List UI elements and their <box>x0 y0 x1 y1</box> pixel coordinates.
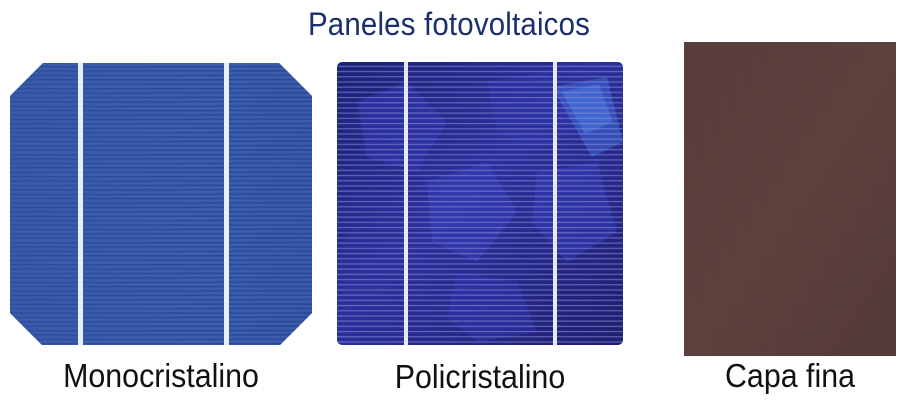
thin-film-panel <box>684 42 896 356</box>
label-capa-fina: Capa fina <box>725 357 855 394</box>
busbar-right <box>553 62 557 345</box>
label-policristalino: Policristalino <box>394 358 566 395</box>
diagram-title: Paneles fotovoltaicos <box>307 6 591 42</box>
busbar-right <box>224 63 229 345</box>
busbar-left <box>78 63 83 345</box>
busbar-left <box>404 62 408 345</box>
label-monocristalino: Monocristalino <box>63 357 259 394</box>
monocrystalline-panel <box>10 63 312 345</box>
polycrystalline-panel <box>337 62 623 345</box>
